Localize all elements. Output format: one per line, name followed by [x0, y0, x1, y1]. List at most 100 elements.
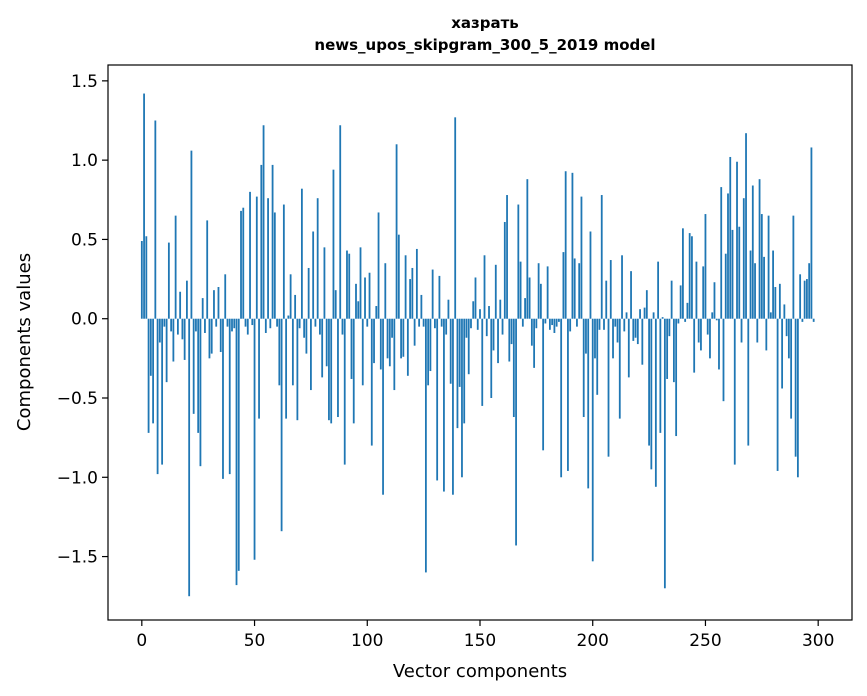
- bar: [440, 318, 443, 327]
- bar: [765, 318, 768, 351]
- bar: [242, 207, 245, 319]
- bar: [337, 318, 339, 418]
- bar: [282, 204, 285, 319]
- bar: [382, 318, 384, 495]
- bar: [657, 261, 660, 319]
- bar: [700, 318, 702, 351]
- bar: [567, 318, 569, 471]
- bar: [792, 215, 795, 319]
- y-tick-label: 0.0: [71, 310, 98, 330]
- bar: [571, 172, 574, 319]
- bar: [465, 318, 468, 338]
- bar: [445, 318, 448, 335]
- bar: [339, 125, 342, 319]
- bar: [174, 215, 177, 319]
- bar: [395, 144, 398, 319]
- bar: [219, 318, 222, 353]
- bar: [785, 318, 788, 337]
- bar: [319, 318, 321, 335]
- bar: [262, 125, 265, 319]
- bar: [537, 263, 540, 319]
- bar: [422, 318, 425, 327]
- bar: [715, 318, 718, 321]
- bar: [639, 309, 641, 319]
- x-tick-label: 150: [464, 631, 496, 651]
- x-tick-label: 50: [244, 631, 266, 651]
- bar: [228, 318, 231, 475]
- bar: [438, 275, 441, 319]
- bar: [688, 233, 691, 319]
- bar: [481, 318, 484, 406]
- bar: [754, 263, 756, 319]
- bar: [803, 280, 806, 319]
- bar: [418, 318, 421, 327]
- bar: [704, 214, 707, 319]
- bar: [751, 185, 754, 319]
- bar: [154, 120, 157, 319]
- bar: [778, 283, 781, 319]
- bar: [625, 312, 628, 319]
- bar: [600, 195, 603, 319]
- y-tick-label: 1.5: [71, 72, 98, 92]
- bar: [307, 267, 310, 319]
- bar: [609, 260, 612, 319]
- bar: [276, 318, 278, 327]
- bar: [206, 220, 209, 319]
- bar: [650, 318, 653, 470]
- bar: [278, 318, 281, 386]
- bar: [287, 315, 290, 319]
- bar: [249, 191, 251, 319]
- bar: [596, 318, 599, 395]
- bar: [738, 226, 741, 319]
- bar: [510, 318, 513, 345]
- bar: [745, 133, 747, 319]
- bar: [499, 299, 502, 319]
- bar: [542, 318, 545, 451]
- bar: [729, 156, 732, 319]
- bar: [393, 318, 396, 391]
- bar: [226, 318, 229, 327]
- bar: [323, 247, 326, 319]
- bar: [686, 302, 689, 319]
- bar: [303, 318, 306, 338]
- bar: [143, 93, 145, 319]
- bar: [467, 318, 470, 375]
- bar: [515, 318, 517, 546]
- bar: [436, 318, 439, 481]
- bar: [314, 318, 317, 327]
- bar: [188, 318, 191, 597]
- bar: [576, 318, 578, 327]
- bar: [233, 318, 236, 329]
- bar: [334, 290, 337, 319]
- bar: [197, 318, 200, 433]
- bar: [551, 318, 554, 326]
- bar: [709, 318, 711, 359]
- bar: [702, 266, 705, 319]
- bar: [636, 318, 639, 345]
- bar: [492, 318, 495, 351]
- bar: [461, 318, 463, 478]
- bar: [145, 236, 148, 319]
- bar: [503, 221, 506, 319]
- bar: [474, 277, 477, 319]
- bar: [740, 318, 743, 343]
- bar: [494, 264, 497, 319]
- bar: [404, 255, 407, 319]
- bar: [697, 318, 700, 343]
- bar: [328, 318, 330, 421]
- bar: [799, 274, 802, 319]
- bar: [217, 287, 220, 319]
- bar: [384, 263, 387, 319]
- bar: [359, 247, 362, 319]
- y-axis-label: Components values: [14, 253, 35, 431]
- bar: [434, 318, 436, 329]
- bar: [195, 318, 197, 332]
- bar: [569, 318, 572, 332]
- bar: [679, 285, 682, 319]
- bar: [612, 318, 614, 359]
- bar: [767, 215, 770, 319]
- bar: [222, 318, 224, 479]
- bar: [379, 318, 382, 370]
- bar: [361, 318, 364, 386]
